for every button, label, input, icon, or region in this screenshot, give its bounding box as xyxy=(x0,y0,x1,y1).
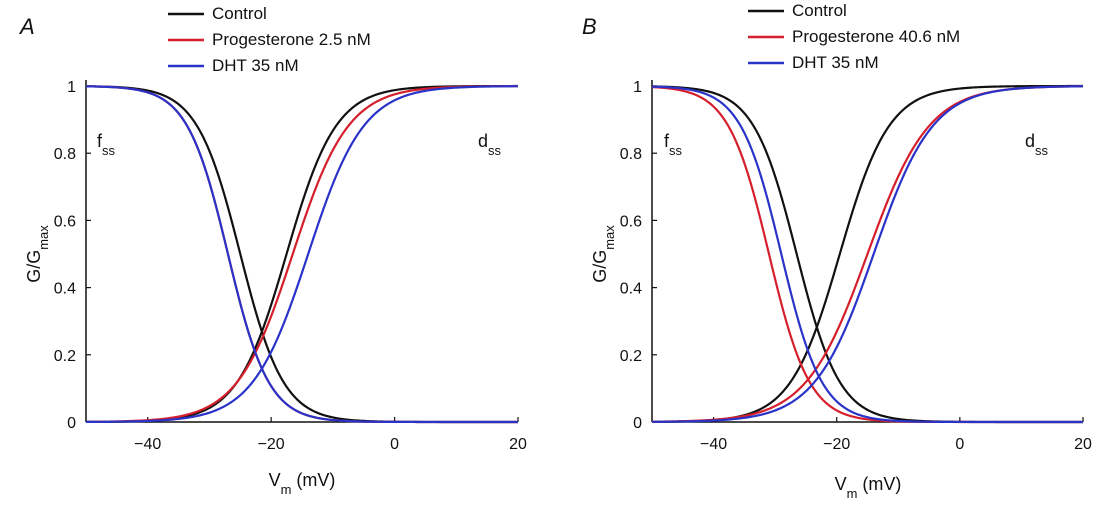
x-axis-label-base: V xyxy=(835,474,847,494)
x-axis-label-unit: (mV) xyxy=(857,474,901,494)
x-axis-label: Vm (mV) xyxy=(269,470,336,497)
x-tick-label: −20 xyxy=(823,436,850,453)
y-tick-label: 0.6 xyxy=(620,213,642,230)
y-tick-label: 0.8 xyxy=(620,146,642,163)
x-axis-label-unit: (mV) xyxy=(291,470,335,490)
series-control-activation-line xyxy=(85,84,518,423)
series-dht-35-nm-inactivation-line xyxy=(651,85,1083,424)
y-axis-label-sub: max xyxy=(602,225,617,250)
curve-tag-fss-base: f xyxy=(97,131,103,151)
y-tick-label: 0.4 xyxy=(54,281,76,298)
series-control-inactivation-line xyxy=(85,85,518,424)
series-dht-35-nm-activation-line xyxy=(651,85,1084,423)
curve-tag-dss-sub: ss xyxy=(1035,143,1048,158)
series-dht-35-nm-inactivation-line xyxy=(85,85,518,424)
curve-tag-dss-sub: ss xyxy=(488,143,501,158)
x-tick-label: −20 xyxy=(258,436,285,453)
curve-tag-dss-base: d xyxy=(1025,131,1035,151)
legend-label-control: Control xyxy=(792,1,847,20)
series-progesterone-2-5-nm-activation-line xyxy=(85,85,519,423)
x-axis-label-sub: m xyxy=(281,482,292,497)
legend-label-control: Control xyxy=(212,4,267,23)
y-axis-label: G/Gmax xyxy=(24,225,51,283)
curve-tag-fss: fss xyxy=(664,131,682,158)
legend-label-progesterone-40-6-nm: Progesterone 40.6 nM xyxy=(792,27,960,46)
panel-letter: B xyxy=(582,14,597,39)
curve-tag-fss-base: f xyxy=(664,131,670,151)
curve-tag-dss: dss xyxy=(1025,131,1048,158)
curve-tag-fss-sub: ss xyxy=(102,143,115,158)
y-tick-label: 0.2 xyxy=(54,348,76,365)
y-axis-label-base: G/G xyxy=(24,250,44,283)
x-tick-label: 20 xyxy=(509,436,527,453)
y-tick-label: 0 xyxy=(67,415,76,432)
x-tick-label: −40 xyxy=(134,436,161,453)
series-progesterone-40-6-nm-activation-line xyxy=(651,85,1084,423)
x-axis-label-base: V xyxy=(269,470,281,490)
y-tick-label: 0.2 xyxy=(620,348,642,365)
curve-tag-fss: fss xyxy=(97,131,115,158)
series-dht-35-nm-activation-line xyxy=(85,85,519,423)
legend-label-dht-35-nm: DHT 35 nM xyxy=(792,53,879,72)
panel-letter: A xyxy=(18,14,35,39)
curve-tag-dss: dss xyxy=(478,131,501,158)
y-tick-label: 1 xyxy=(633,79,642,96)
legend-label-progesterone-2-5-nm: Progesterone 2.5 nM xyxy=(212,30,371,49)
x-tick-label: 0 xyxy=(955,436,964,453)
y-tick-label: 0.8 xyxy=(54,146,76,163)
series-progesterone-2-5-nm-inactivation-line xyxy=(85,85,518,424)
x-axis-label-sub: m xyxy=(847,486,858,501)
curve-tag-fss-sub: ss xyxy=(669,143,682,158)
y-axis-label-sub: max xyxy=(36,225,51,250)
y-axis-label: G/Gmax xyxy=(590,225,617,283)
x-axis-label: Vm (mV) xyxy=(835,474,902,501)
x-tick-label: 20 xyxy=(1074,436,1092,453)
y-axis-label-base: G/G xyxy=(590,250,610,283)
y-tick-label: 1 xyxy=(67,79,76,96)
y-tick-label: 0.6 xyxy=(54,213,76,230)
y-tick-label: 0 xyxy=(633,415,642,432)
x-tick-label: −40 xyxy=(700,436,727,453)
curve-tag-dss-base: d xyxy=(478,131,488,151)
legend-label-dht-35-nm: DHT 35 nM xyxy=(212,56,299,75)
y-tick-label: 0.4 xyxy=(620,281,642,298)
x-tick-label: 0 xyxy=(390,436,399,453)
